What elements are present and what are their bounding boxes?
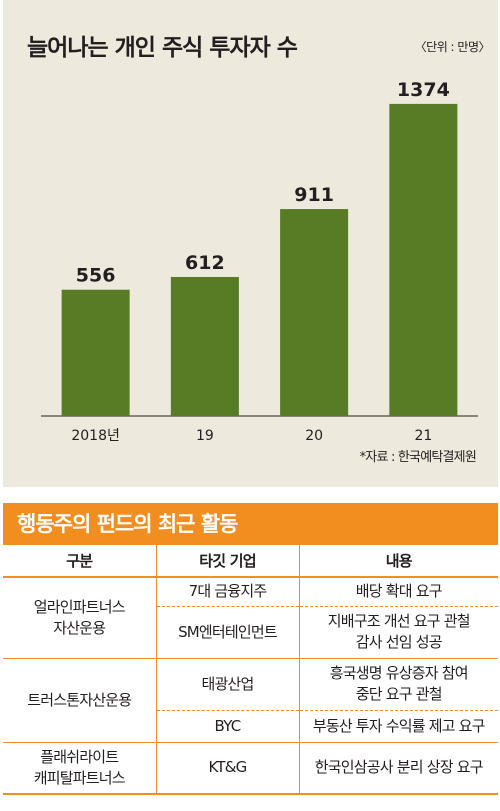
content-text: 중단 요구 관철 <box>355 685 443 703</box>
target-company: 7대 금융지주 <box>155 576 299 606</box>
content-text: 한국인삼공사 분리 상장 요구 <box>314 758 484 777</box>
target-company: KT&G <box>155 741 299 795</box>
chart-panel: 556 2018년 612 19 911 20 1374 21 늘어나는 개인 주식 투자자 … <box>3 0 498 487</box>
activity-content: 한국인삼공사 분리 상장 요구 <box>298 741 498 795</box>
x-tick-label-2: 20 <box>305 428 323 444</box>
header-category: 구분 <box>3 545 156 578</box>
activity-content: 흥국생명 유상증자 참여 중단 요구 관철 <box>298 657 498 710</box>
data-label-1: 612 <box>185 252 225 274</box>
target-text: BYC <box>214 716 242 735</box>
table-row: 트러스톤자산운용 태광산업 흥국생명 유상증자 참여 중단 요구 관철 <box>3 657 498 742</box>
target-text: 태광산업 <box>201 674 254 693</box>
bar-0 <box>61 289 130 416</box>
content-text: 흥국생명 유상증자 참여 <box>329 664 469 682</box>
bar-1 <box>170 276 239 416</box>
fund-name: 트러스톤자산운용 <box>3 657 156 742</box>
table-title: 행동주의 펀드의 최근 활동 <box>3 503 498 545</box>
fund-name-line: 캐피탈파트너스 <box>33 768 126 787</box>
fund-name: 얼라인파트너스 자산운용 <box>3 576 156 658</box>
table-row: 얼라인파트너스 자산운용 7대 금융지주 배당 확대 요구 <box>3 576 498 658</box>
activity-content: 부동산 투자 수익률 제고 요구 <box>298 709 498 742</box>
data-label-2: 911 <box>294 184 334 206</box>
bar-chart: 556 2018년 612 19 911 20 1374 21 <box>41 79 478 444</box>
content-text: 지배구조 개선 요구 관철 <box>327 612 471 630</box>
fund-name-line: 얼라인파트너스 <box>33 597 126 616</box>
activity-content: 배당 확대 요구 <box>298 576 498 606</box>
x-tick-label-3: 21 <box>414 428 432 444</box>
x-tick-label-0: 2018년 <box>71 428 120 444</box>
header-target: 타깃 기업 <box>155 545 299 578</box>
content-text: 배당 확대 요구 <box>355 582 443 601</box>
header-content: 내용 <box>298 545 498 578</box>
unit-label: 〈단위 : 만명〉 <box>414 40 491 54</box>
target-company: SM엔터테인먼트 <box>155 605 299 658</box>
activity-content: 지배구조 개선 요구 관철 감사 선임 성공 <box>298 605 498 658</box>
content-text: 부동산 투자 수익률 제고 요구 <box>312 716 486 735</box>
bar-3 <box>389 103 458 417</box>
fund-name: 플래쉬라이트 캐피탈파트너스 <box>3 741 156 795</box>
target-text: SM엔터테인먼트 <box>178 622 278 641</box>
target-text: KT&G <box>208 758 248 777</box>
data-label-0: 556 <box>76 265 116 287</box>
source-note: *자료 : 한국예탁결제원 <box>359 450 477 465</box>
target-company: 태광산업 <box>155 657 299 710</box>
x-tick-label-1: 19 <box>196 428 214 444</box>
table-row: 플래쉬라이트 캐피탈파트너스 KT&G 한국인삼공사 분리 상장 요구 <box>3 741 498 795</box>
fund-activity-table: 구분 타깃 기업 내용 얼라인파트너스 자산운용 7대 금융지주 배당 확대 요… <box>3 545 498 795</box>
bar-2 <box>280 209 349 416</box>
table-row: BYC 부동산 투자 수익률 제고 요구 <box>3 709 498 742</box>
table-header-row: 구분 타깃 기업 내용 <box>3 545 498 578</box>
fund-name-line: 트러스톤자산운용 <box>27 690 132 709</box>
fund-name-line: 자산운용 <box>53 618 106 637</box>
fund-activity-panel: 행동주의 펀드의 최근 활동 구분 타깃 기업 내용 얼라인파트너스 자산운용 … <box>3 503 498 809</box>
chart-title: 늘어나는 개인 주식 투자자 수 <box>27 35 298 61</box>
fund-name-line: 플래쉬라이트 <box>40 747 119 766</box>
data-label-3: 1374 <box>397 79 450 101</box>
target-company: BYC <box>155 709 299 742</box>
target-text: 7대 금융지주 <box>188 582 268 601</box>
table-row: SM엔터테인먼트 지배구조 개선 요구 관철 감사 선임 성공 <box>3 605 498 658</box>
content-text: 감사 선임 성공 <box>355 633 443 651</box>
